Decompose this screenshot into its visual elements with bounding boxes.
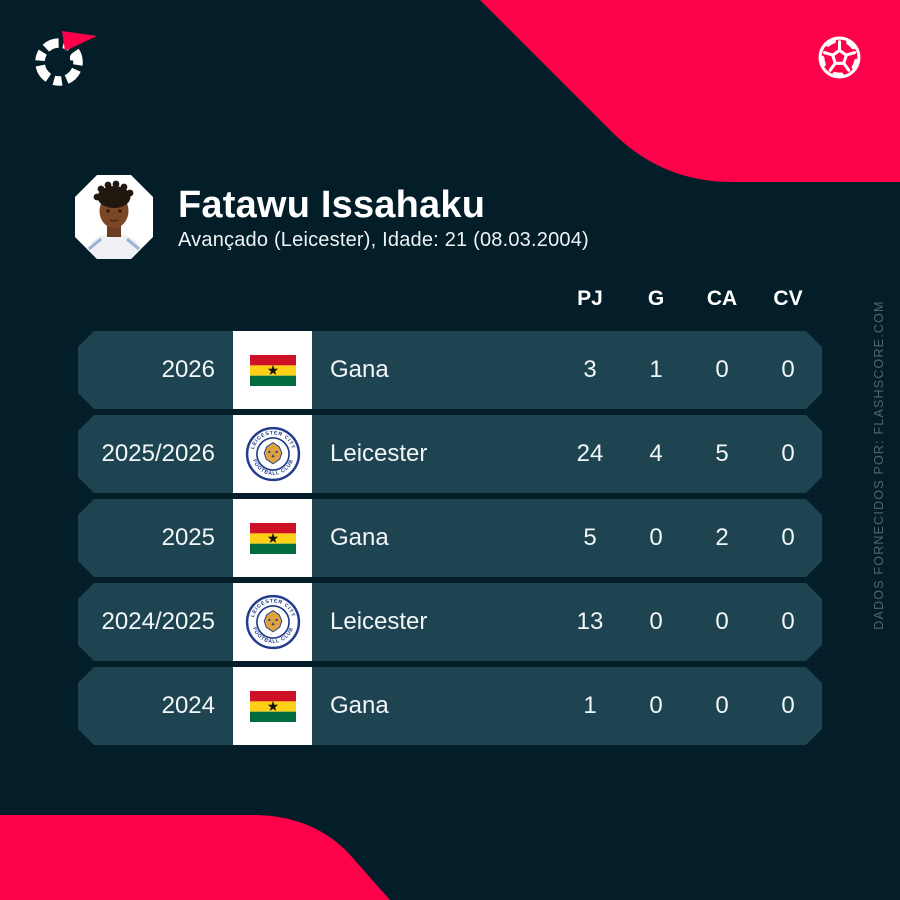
stat-ca: 0 xyxy=(715,692,729,719)
column-header-pj: PJ xyxy=(577,287,603,310)
column-header-ca: CA xyxy=(706,287,738,310)
stat-cv: 0 xyxy=(781,356,795,383)
flashscore-logo-icon xyxy=(35,31,97,86)
team-badge: LEICESTER CITY FOOTBALL CLUB xyxy=(233,331,312,409)
team-name: Gana xyxy=(330,356,389,383)
stat-cv: 0 xyxy=(781,692,795,719)
stats-table: 2026 LEICESTER CITY FOOTBALL CLUB xyxy=(78,331,822,745)
stat-pj: 5 xyxy=(583,524,597,551)
season-label: 2025 xyxy=(161,524,215,551)
soccer-ball-icon xyxy=(818,36,861,79)
table-row: 2025/2026 LEICESTER CITY FOOTBALL xyxy=(78,415,822,493)
leicester-crest-icon: LEICESTER CITY FOOTBALL CLUB xyxy=(245,594,301,650)
player-photo xyxy=(84,180,144,259)
season-label: 2024 xyxy=(161,692,215,719)
stat-ca: 5 xyxy=(715,440,729,467)
player-avatar xyxy=(75,175,153,259)
stat-pj: 1 xyxy=(583,692,597,719)
team-badge: LEICESTER CITY FOOTBALL CLUB xyxy=(233,583,312,661)
table-row: 2024/2025 LEICESTER CITY FOOTBALL xyxy=(78,583,822,661)
column-header-g: G xyxy=(647,287,665,310)
stat-ca: 0 xyxy=(715,356,729,383)
team-name: Gana xyxy=(330,524,389,551)
team-name: Gana xyxy=(330,692,389,719)
table-row: 2025 LEICESTER CITY FOOTBALL CLUB xyxy=(78,499,822,577)
column-header-cv: CV xyxy=(773,287,803,310)
ghana-flag-icon xyxy=(250,523,296,554)
stat-cv: 0 xyxy=(781,608,795,635)
team-badge: LEICESTER CITY FOOTBALL CLUB xyxy=(233,667,312,745)
player-details: Avançado (Leicester), Idade: 21 (08.03.2… xyxy=(178,229,589,251)
ghana-flag-icon xyxy=(250,691,296,722)
stat-pj: 13 xyxy=(576,608,604,635)
stat-g: 0 xyxy=(649,524,663,551)
team-badge: LEICESTER CITY FOOTBALL CLUB xyxy=(233,499,312,577)
stat-g: 1 xyxy=(649,356,663,383)
ghana-flag-icon xyxy=(250,355,296,386)
table-row: 2024 LEICESTER CITY FOOTBALL CLUB xyxy=(78,667,822,745)
stat-cv: 0 xyxy=(781,440,795,467)
team-name: Leicester xyxy=(330,608,428,635)
stat-g: 4 xyxy=(649,440,663,467)
season-label: 2024/2025 xyxy=(101,608,215,635)
stat-cv: 0 xyxy=(781,524,795,551)
stat-g: 0 xyxy=(649,608,663,635)
season-label: 2026 xyxy=(161,356,215,383)
stat-ca: 0 xyxy=(715,608,729,635)
season-label: 2025/2026 xyxy=(101,440,215,467)
bottom-accent-shape xyxy=(0,815,390,900)
player-name: Fatawu Issahaku xyxy=(178,184,486,226)
leicester-crest-icon: LEICESTER CITY FOOTBALL CLUB xyxy=(245,426,301,482)
watermark-text: DADOS FORNECIDOS POR: FLASHSCORE.COM xyxy=(872,300,886,630)
stat-g: 0 xyxy=(649,692,663,719)
team-badge: LEICESTER CITY FOOTBALL CLUB xyxy=(233,415,312,493)
top-accent-shape xyxy=(480,0,900,182)
team-name: Leicester xyxy=(330,440,428,467)
stat-ca: 2 xyxy=(715,524,729,551)
stat-pj: 3 xyxy=(583,356,597,383)
table-row: 2026 LEICESTER CITY FOOTBALL CLUB xyxy=(78,331,822,409)
stat-pj: 24 xyxy=(576,440,604,467)
